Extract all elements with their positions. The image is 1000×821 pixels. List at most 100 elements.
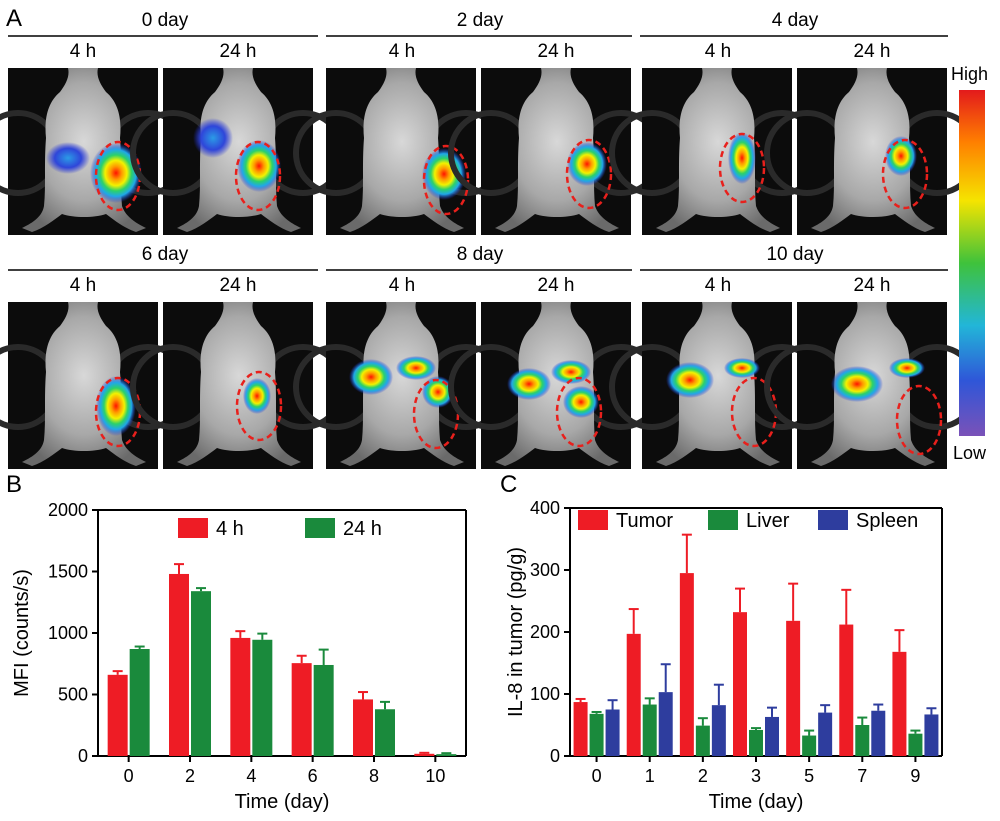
tumor-outline (881, 138, 929, 210)
bar (573, 702, 588, 756)
mouse-image (293, 68, 509, 235)
time-label: 4 h (705, 275, 731, 296)
y-tick-label: 1000 (48, 623, 88, 643)
bar (908, 733, 923, 756)
y-tick-label: 500 (58, 685, 88, 705)
time-label: 24 h (538, 275, 575, 296)
x-tick-label: 10 (425, 766, 445, 786)
fluorescence-spot (563, 386, 599, 418)
legend-label: 4 h (216, 518, 244, 540)
legend-label: Liver (746, 510, 790, 532)
mouse-image (130, 68, 346, 235)
x-tick-label: 2 (185, 766, 195, 786)
bar (871, 710, 886, 756)
mouse-image (609, 302, 825, 469)
bar (291, 663, 312, 756)
imaging-tiles (0, 68, 980, 469)
fluorescence-spot (193, 118, 233, 158)
legend-label: Spleen (856, 510, 918, 532)
bar (169, 573, 189, 756)
x-tick-label: 0 (124, 766, 134, 786)
fluorescence-spot (831, 366, 883, 402)
time-label: 24 h (220, 275, 257, 296)
fluorescence-spot (237, 140, 281, 192)
bar (626, 633, 641, 756)
imaging-day-headers: 0 day 2 day 4 day 6 day 8 day 10 day (142, 10, 824, 265)
mouse-body (177, 302, 301, 466)
y-tick-label: 2000 (48, 500, 88, 520)
mouse-image (609, 68, 825, 235)
fluorescence-spot (96, 376, 136, 436)
mouse-body (495, 302, 619, 466)
x-tick-label: 2 (698, 766, 708, 786)
mouse-image (764, 302, 980, 469)
mouse-body (656, 302, 780, 466)
fluorescence-spot (396, 356, 436, 380)
y-tick-label: 0 (550, 746, 560, 766)
imaging-time-labels: 4 h 24 h 4 h 24 h 4 h 24 h 4 h 24 h 4 h … (70, 41, 891, 296)
x-tick-label: 3 (751, 766, 761, 786)
legend-label: Tumor (616, 510, 673, 532)
bar (375, 709, 395, 756)
mouse-image (130, 302, 346, 469)
time-label: 4 h (70, 41, 96, 62)
time-label: 4 h (389, 275, 415, 296)
mouse-image (448, 68, 664, 235)
y-tick-label: 300 (530, 560, 560, 580)
day-header: 10 day (766, 244, 824, 265)
time-label: 4 h (389, 41, 415, 62)
chart-b: 0 500 1000 1500 2000 0 2 4 6 8 10 Time (day) MFI (co… (11, 500, 467, 813)
bar (436, 754, 457, 756)
bar (892, 651, 907, 756)
day-header: 2 day (457, 10, 504, 31)
tumor-outline (235, 370, 283, 442)
tumor-outline (718, 132, 766, 204)
bar (924, 714, 939, 756)
panel-letter-a: A (6, 5, 22, 32)
fluorescence-spot (728, 132, 756, 184)
legend-swatch (578, 510, 608, 530)
y-axis-label: IL-8 in tumor (pg/g) (505, 547, 527, 717)
fluorescence-spot (507, 368, 551, 400)
colorbar: High Low (951, 64, 988, 463)
fluorescence-spot (46, 142, 90, 174)
time-label: 4 h (705, 41, 731, 62)
day-header: 0 day (142, 10, 189, 31)
panel-letter-b: B (6, 471, 22, 498)
mouse-body (656, 68, 780, 232)
day-header: 4 day (772, 10, 819, 31)
fluorescence-spot (90, 143, 142, 203)
y-tick-label: 1500 (48, 562, 88, 582)
mouse-image (764, 68, 980, 235)
time-label: 24 h (854, 41, 891, 62)
x-axis-label: Time (day) (709, 791, 804, 813)
mouse-body (340, 302, 464, 466)
x-tick-label: 0 (592, 766, 602, 786)
tumor-outline (565, 138, 613, 210)
time-label: 24 h (854, 275, 891, 296)
legend-swatch (305, 518, 335, 538)
bar (679, 573, 694, 756)
bar (230, 637, 251, 756)
mouse-body (811, 68, 935, 232)
x-tick-label: 1 (645, 766, 655, 786)
bar (605, 709, 620, 756)
fluorescence-spot (885, 136, 917, 176)
tumor-outline (422, 144, 470, 216)
y-tick-label: 200 (530, 622, 560, 642)
day-header: 6 day (142, 244, 189, 265)
time-label: 24 h (220, 41, 257, 62)
legend-swatch (708, 510, 738, 530)
bar (695, 725, 710, 756)
bar (733, 612, 747, 756)
mouse-image (0, 68, 191, 235)
colorbar-high-label: High (951, 64, 988, 84)
fluorescence-spot (243, 378, 271, 414)
colorbar-gradient (959, 90, 985, 436)
x-axis-label: Time (day) (235, 791, 330, 813)
fluorescence-spot (889, 358, 925, 378)
bar (642, 704, 657, 756)
mouse-image (0, 302, 191, 469)
mouse-image (293, 302, 509, 469)
